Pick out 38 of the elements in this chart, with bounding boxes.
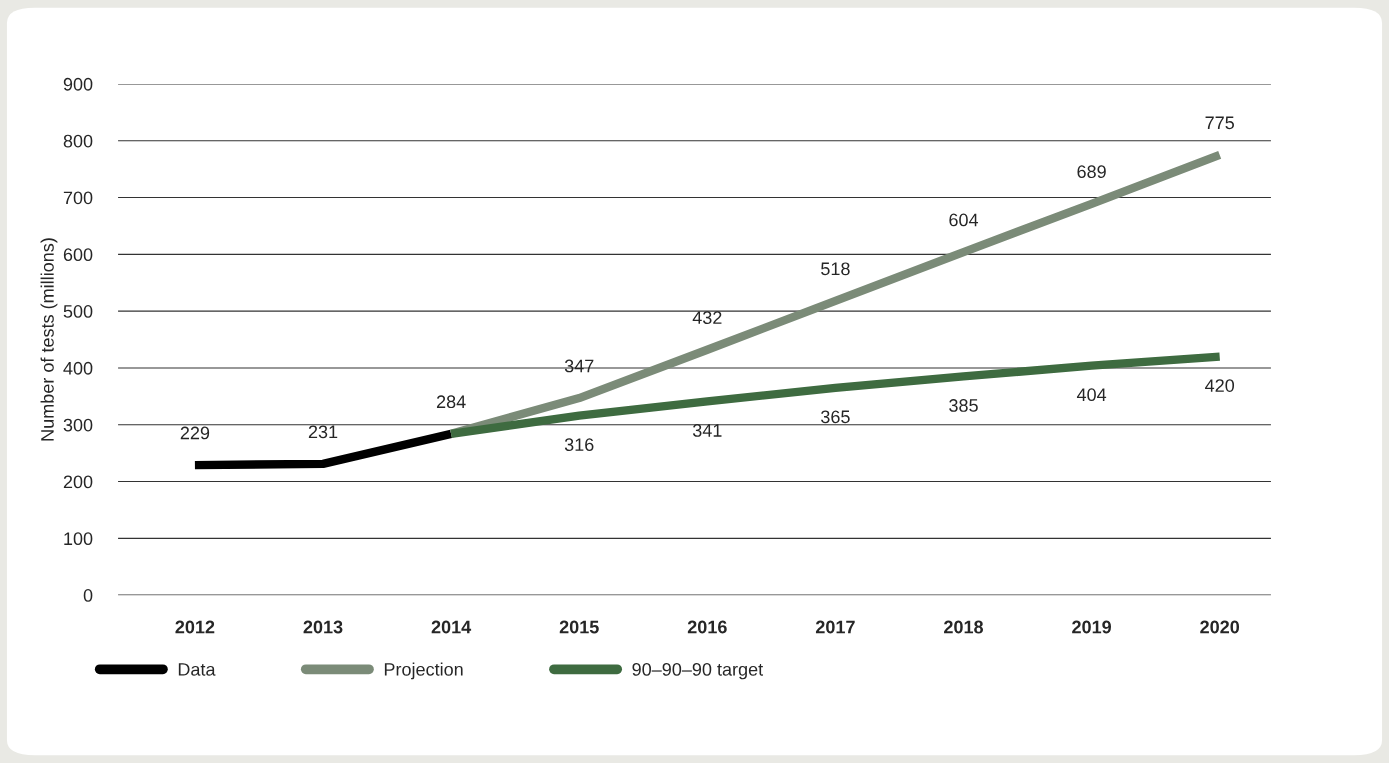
- data-label: 365: [821, 410, 850, 424]
- data-label: 341: [692, 424, 722, 437]
- x-tick-label: 2014: [431, 620, 472, 634]
- x-tick-label: 2016: [687, 620, 727, 634]
- data-label: 432: [692, 311, 722, 325]
- y-tick-label: 700: [63, 191, 93, 205]
- data-label: 518: [821, 262, 850, 276]
- x-tick-label: 2020: [1200, 620, 1240, 634]
- data-label: 229: [180, 426, 210, 440]
- y-tick-label: 300: [63, 418, 93, 432]
- legend-label: 90–90–90 target: [632, 662, 764, 680]
- y-tick-label: 100: [64, 532, 93, 546]
- data-label: 385: [949, 399, 978, 412]
- y-axis-title: Number of tests (millions): [40, 238, 58, 441]
- data-label: 420: [1205, 379, 1235, 392]
- x-tick-label: 2017: [815, 620, 855, 634]
- y-tick-label: 500: [63, 305, 93, 318]
- y-tick-label: 0: [83, 589, 93, 602]
- data-label: 689: [1077, 165, 1106, 179]
- data-label: 775: [1205, 116, 1234, 130]
- y-tick-label: 200: [63, 475, 93, 489]
- x-tick-label: 2018: [944, 620, 984, 634]
- data-label: 404: [1076, 388, 1107, 402]
- legend-label: Projection: [384, 662, 463, 680]
- data-label: 604: [949, 213, 979, 227]
- y-tick-label: 900: [63, 77, 93, 91]
- x-tick-label: 2019: [1072, 620, 1112, 634]
- x-tick-label: 2012: [175, 620, 215, 634]
- data-label: 347: [564, 359, 594, 373]
- x-tick-label: 2013: [303, 620, 343, 634]
- x-tick-label: 2015: [559, 620, 599, 634]
- y-tick-label: 400: [63, 361, 93, 375]
- data-label: 284: [436, 395, 466, 409]
- y-tick-label: 600: [63, 248, 93, 262]
- y-tick-label: 800: [63, 134, 93, 148]
- data-label: 231: [308, 425, 338, 439]
- legend-label: Data: [178, 663, 216, 676]
- data-label: 316: [564, 438, 594, 452]
